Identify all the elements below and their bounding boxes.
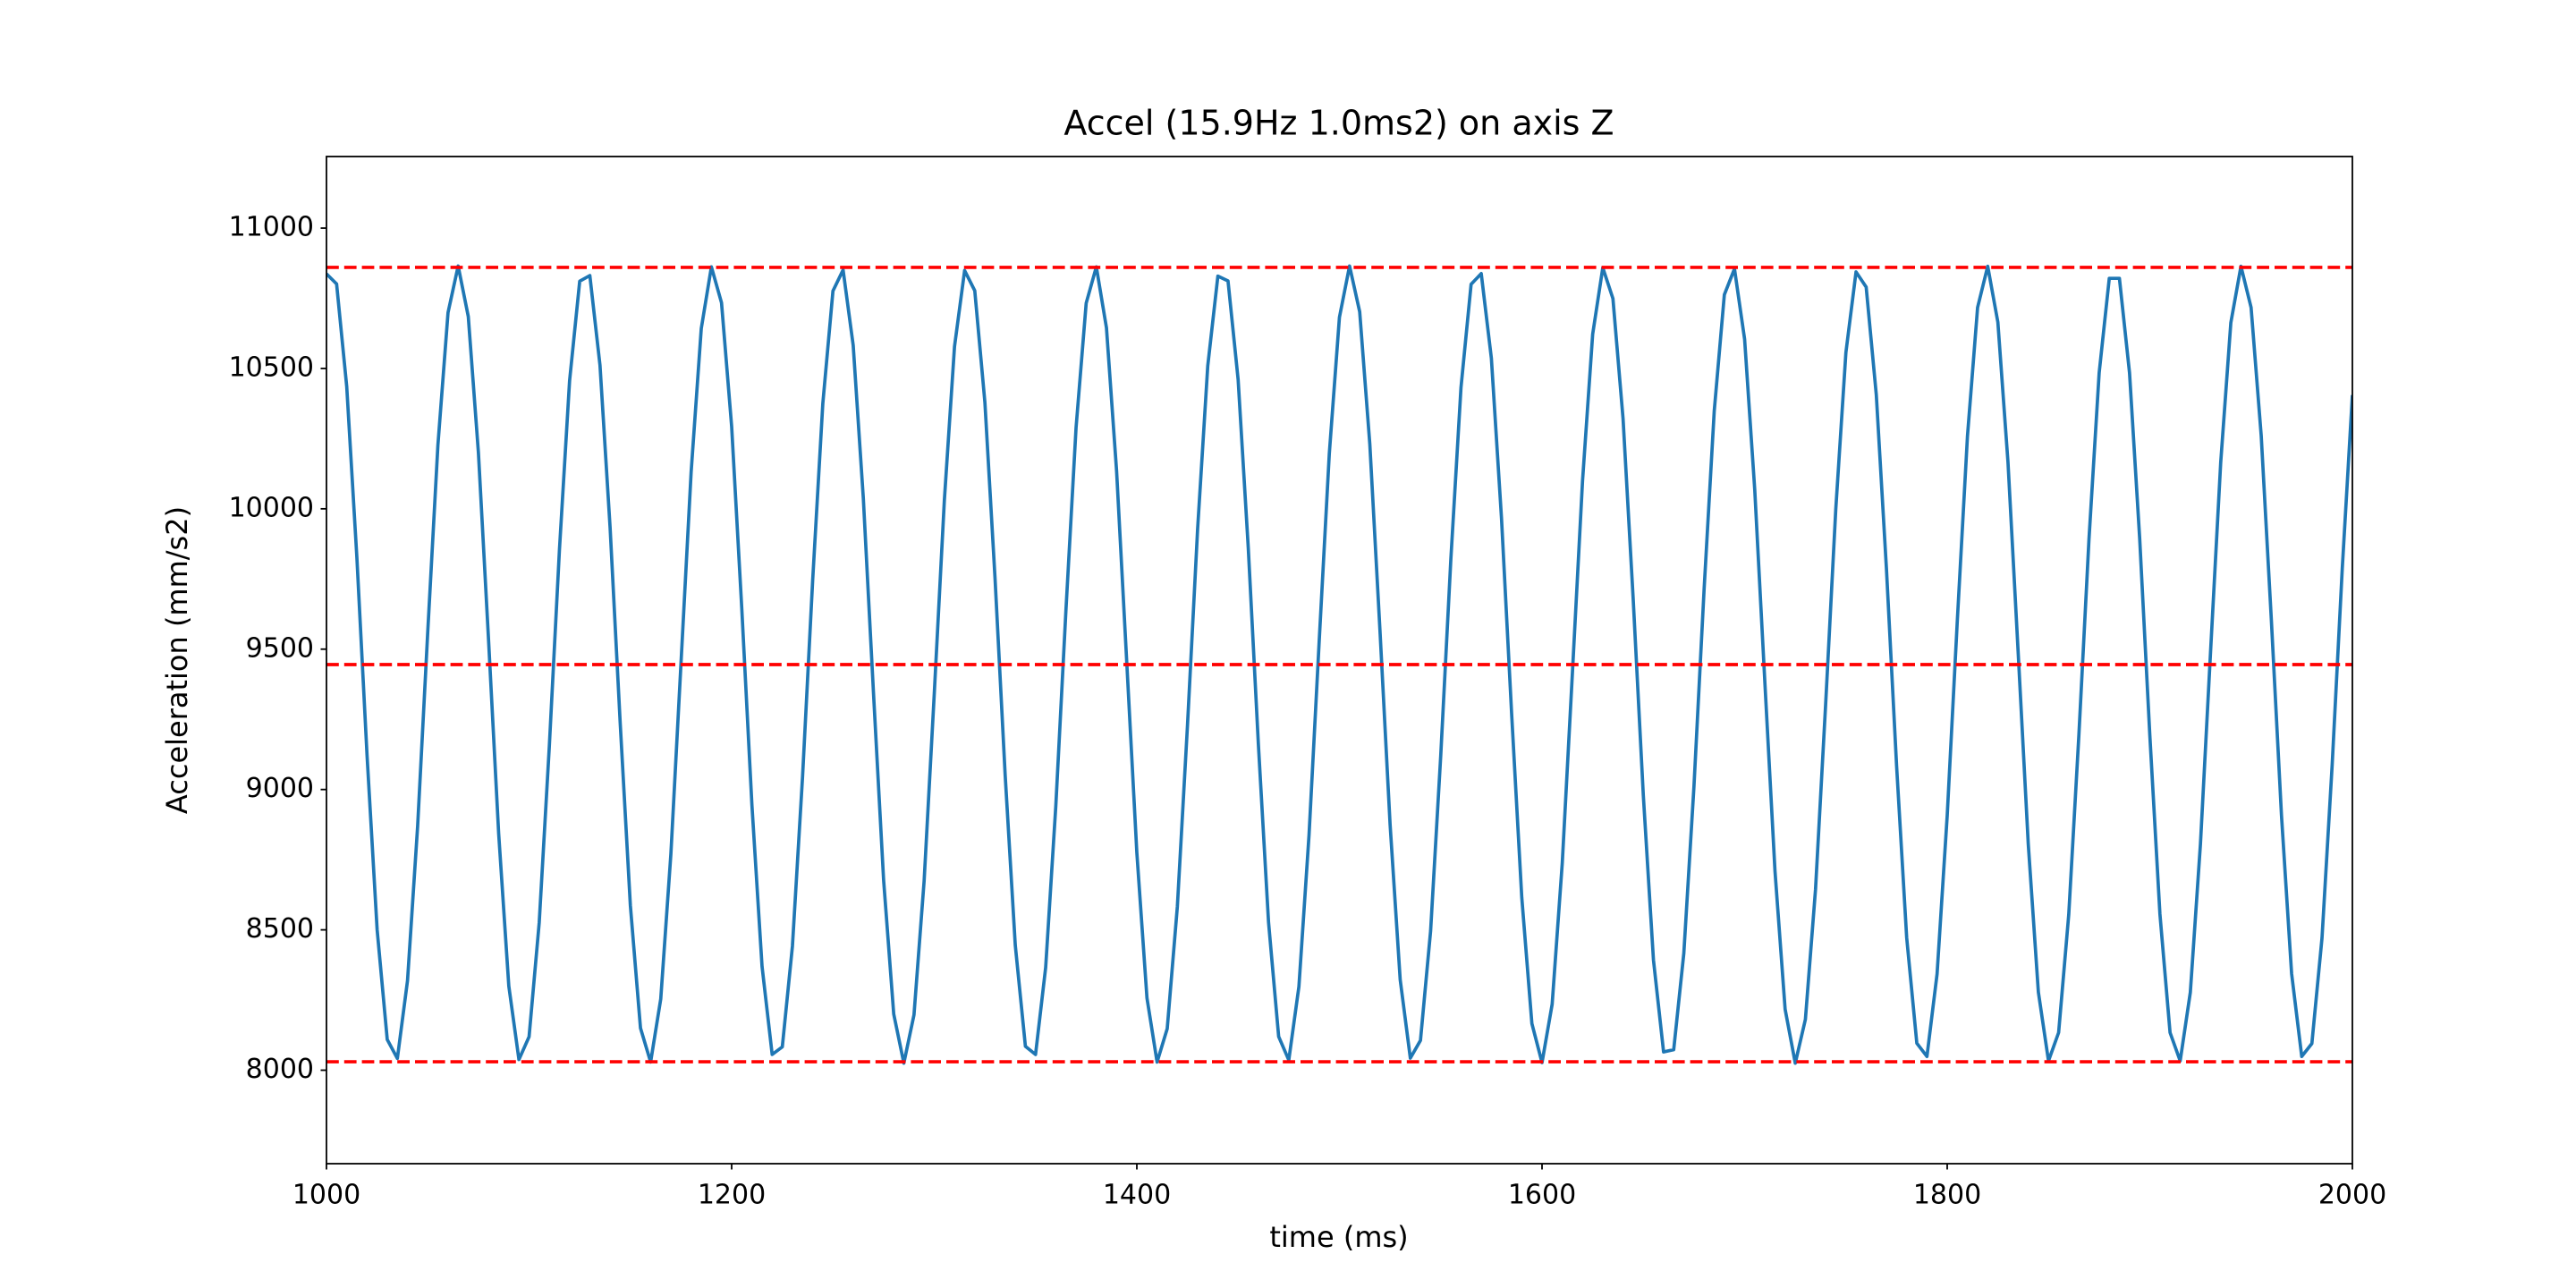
plot-frame [326, 156, 2353, 1165]
y-tick-label: 9500 [246, 632, 314, 664]
x-tick-label: 1400 [1103, 1180, 1171, 1211]
data-line [326, 264, 2352, 1065]
x-tick-label: 1000 [292, 1180, 360, 1211]
y-tick-label: 8000 [246, 1054, 314, 1085]
x-tick-label: 1800 [1913, 1180, 1981, 1211]
x-axis-label: time (ms) [1269, 1220, 1408, 1254]
y-tick-label: 8500 [246, 913, 314, 945]
y-tick-label: 11000 [229, 212, 314, 243]
chart-title: Accel (15.9Hz 1.0ms2) on axis Z [1063, 104, 1614, 143]
y-tick-label: 10500 [229, 352, 314, 383]
y-axis-label: Acceleration (mm/s2) [160, 506, 194, 814]
x-tick-label: 2000 [2318, 1180, 2386, 1211]
y-tick-label: 10000 [229, 492, 314, 523]
x-tick-label: 1600 [1508, 1180, 1576, 1211]
x-tick-label: 1200 [698, 1180, 766, 1211]
y-tick-label: 9000 [246, 773, 314, 804]
